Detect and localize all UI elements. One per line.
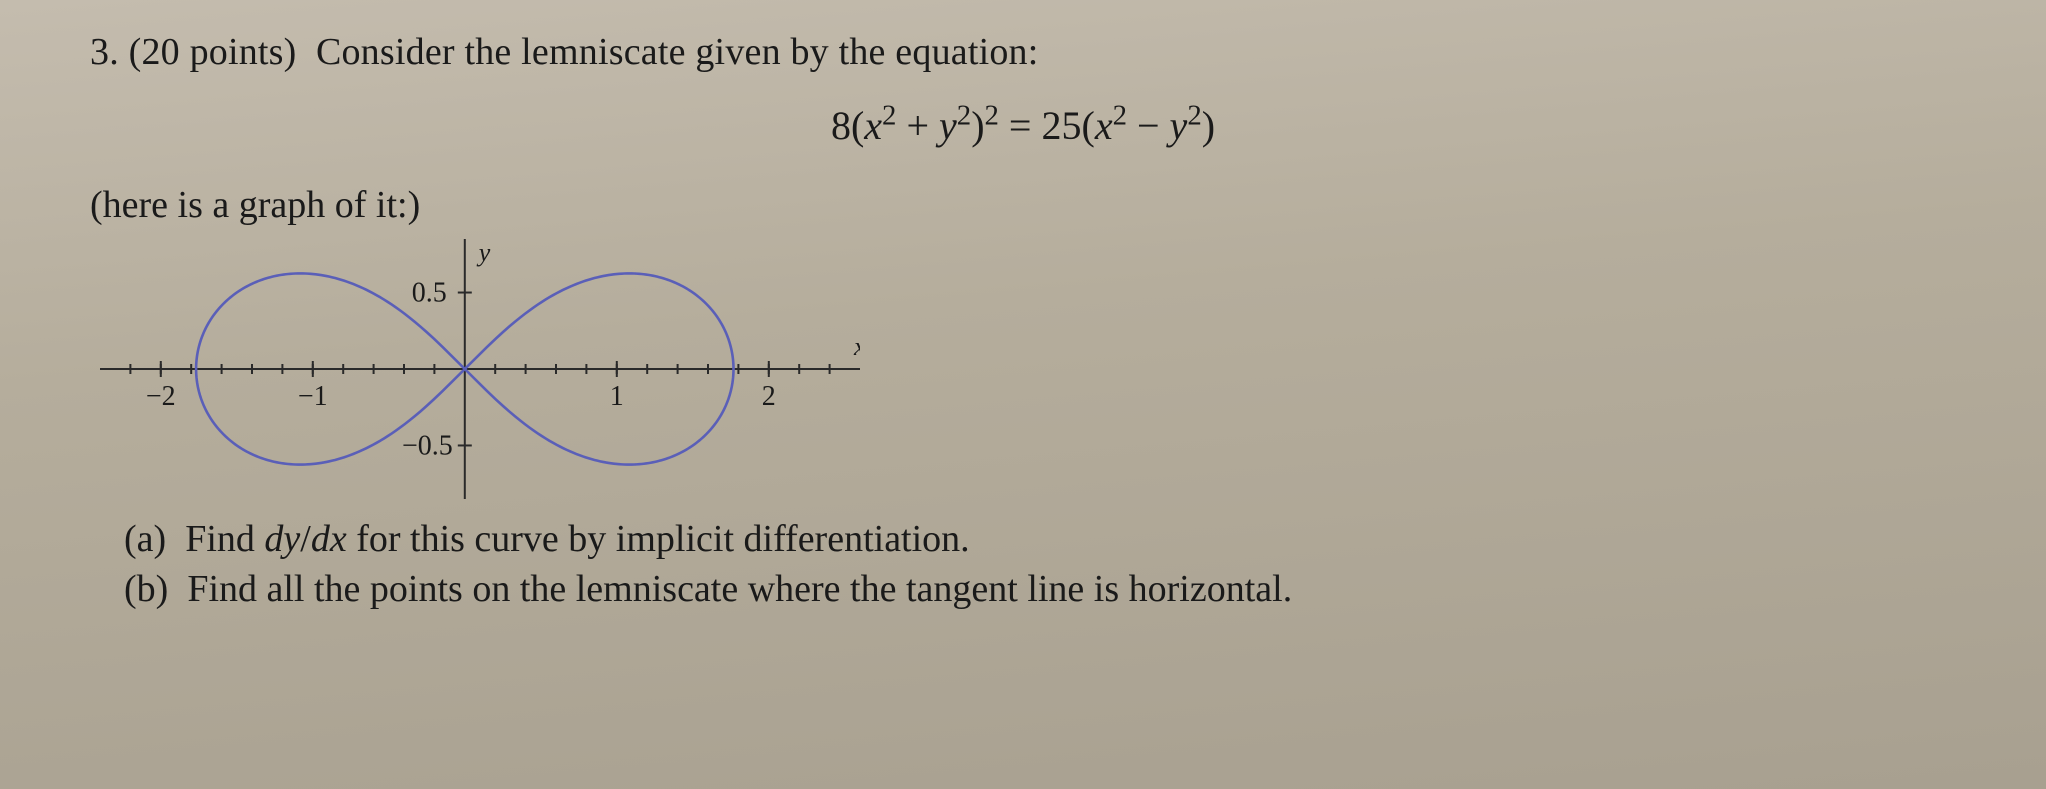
lemniscate-graph: −2 −1 1 2 0.5 −0.5 x y: [100, 239, 1956, 499]
problem-header: 3. (20 points) Consider the lemniscate g…: [90, 30, 1956, 74]
svg-text:−2: −2: [146, 381, 176, 412]
svg-text:1: 1: [610, 381, 624, 412]
part-b-text: Find all the points on the lemniscate wh…: [187, 568, 1292, 610]
subparts: (a) Find dy/dx for this curve by implici…: [90, 517, 1956, 611]
part-b: (b) Find all the points on the lemniscat…: [124, 567, 1956, 611]
problem-prompt: Consider the lemniscate given by the equ…: [316, 31, 1039, 73]
equation: 8(x2 + y2)2 = 25(x2 − y2): [831, 103, 1215, 148]
graph-caption: (here is a graph of it:): [90, 183, 1956, 227]
part-a: (a) Find dy/dx for this curve by implici…: [124, 517, 1956, 561]
part-b-label: (b): [124, 568, 168, 610]
problem-number: 3.: [90, 31, 119, 73]
svg-text:2: 2: [762, 381, 776, 412]
svg-text:0.5: 0.5: [412, 278, 447, 309]
svg-text:y: y: [476, 239, 491, 267]
svg-text:−1: −1: [298, 381, 328, 412]
page-root: 3. (20 points) Consider the lemniscate g…: [0, 0, 2046, 789]
chart-svg: −2 −1 1 2 0.5 −0.5 x y: [100, 239, 860, 499]
part-a-text: Find dy/dx for this curve by implicit di…: [185, 518, 970, 560]
equation-display: 8(x2 + y2)2 = 25(x2 − y2): [90, 102, 1956, 149]
svg-text:−0.5: −0.5: [402, 430, 453, 461]
part-a-label: (a): [124, 518, 166, 560]
problem-points: (20 points): [129, 31, 297, 73]
svg-text:x: x: [853, 332, 860, 361]
